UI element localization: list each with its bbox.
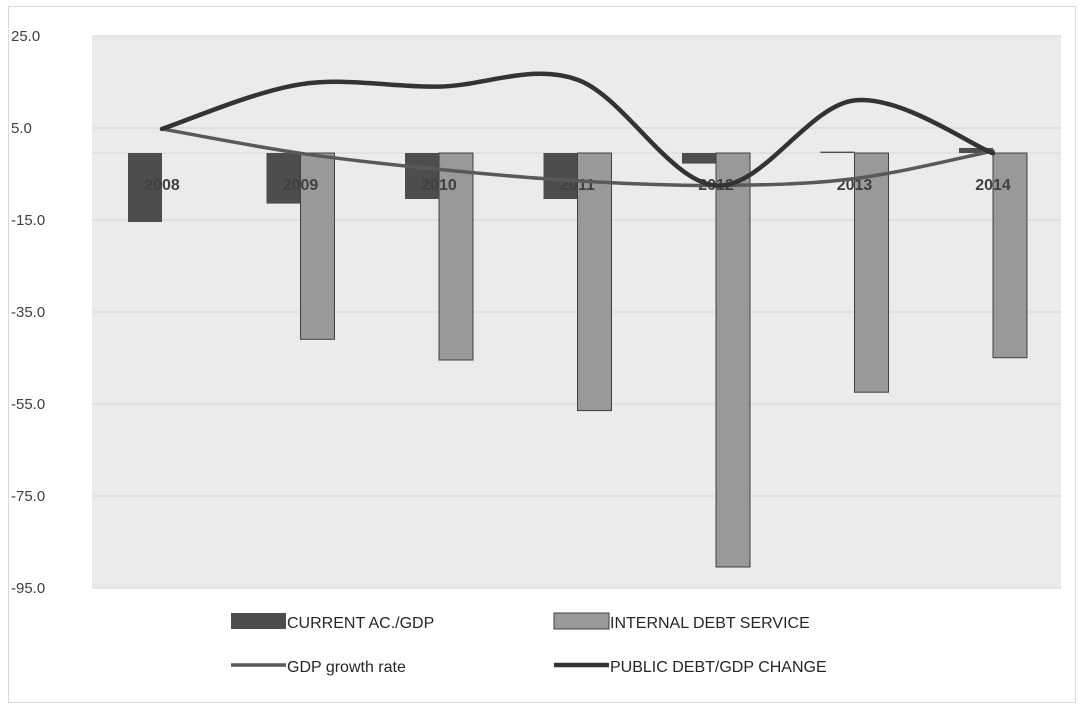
x-category-label: 2010 [421,177,457,194]
chart-svg: 25.0 5.0 -15.0 -35.0 -55.0 -75.0 -95.0 2008 200… [11,28,1061,676]
bar-current-account [405,153,439,199]
bar-current-account [266,153,301,204]
bar-current-account [682,153,716,164]
line-series [159,71,996,188]
x-category-label: 2014 [975,177,1011,194]
y-axis-tick-labels: 25.0 5.0 -15.0 -35.0 -55.0 -75.0 -95.0 [11,28,45,597]
line-public-debt-gdp-change [159,71,996,188]
gridlines [92,35,1061,589]
x-category-label: 2009 [283,177,319,194]
bar-internal-debt-service [992,152,1028,359]
bar-current-account [543,153,578,199]
y-tick-label: -15.0 [11,212,45,229]
legend-swatch [553,612,610,630]
line-gdp-growth-rate [160,127,995,188]
y-tick-label: 25.0 [11,28,40,45]
bar-internal-debt-service [715,152,751,568]
y-tick-label: 5.0 [11,120,32,137]
x-axis-category-labels: 2008 2009 2010 2011 2012 2013 2014 [144,177,1011,194]
legend-swatch [231,613,286,629]
legend-label: INTERNAL DEBT SERVICE [610,615,810,632]
bar-internal-debt-service [577,152,612,412]
legend-label: PUBLIC DEBT/GDP CHANGE [610,659,827,676]
bar-internal-debt-service [300,152,335,340]
legend: CURRENT AC./GDP INTERNAL DEBT SERVICE GDP … [231,612,827,676]
bar-current-account [820,151,855,153]
bar-internal-debt-service [438,152,474,361]
y-tick-label: -55.0 [11,396,45,413]
legend-label: CURRENT AC./GDP [287,615,434,632]
bar-series [128,147,1028,568]
bar-internal-debt-service [854,152,889,393]
legend-label: GDP growth rate [287,659,406,676]
bar-current-account [128,153,162,222]
bar-current-account [959,147,993,153]
x-category-label: 2008 [144,177,180,194]
y-tick-label: -75.0 [11,488,45,505]
y-tick-label: -35.0 [11,304,45,321]
chart-container: 25.0 5.0 -15.0 -35.0 -55.0 -75.0 -95.0 2008 200… [8,6,1076,703]
y-tick-label: -95.0 [11,580,45,597]
